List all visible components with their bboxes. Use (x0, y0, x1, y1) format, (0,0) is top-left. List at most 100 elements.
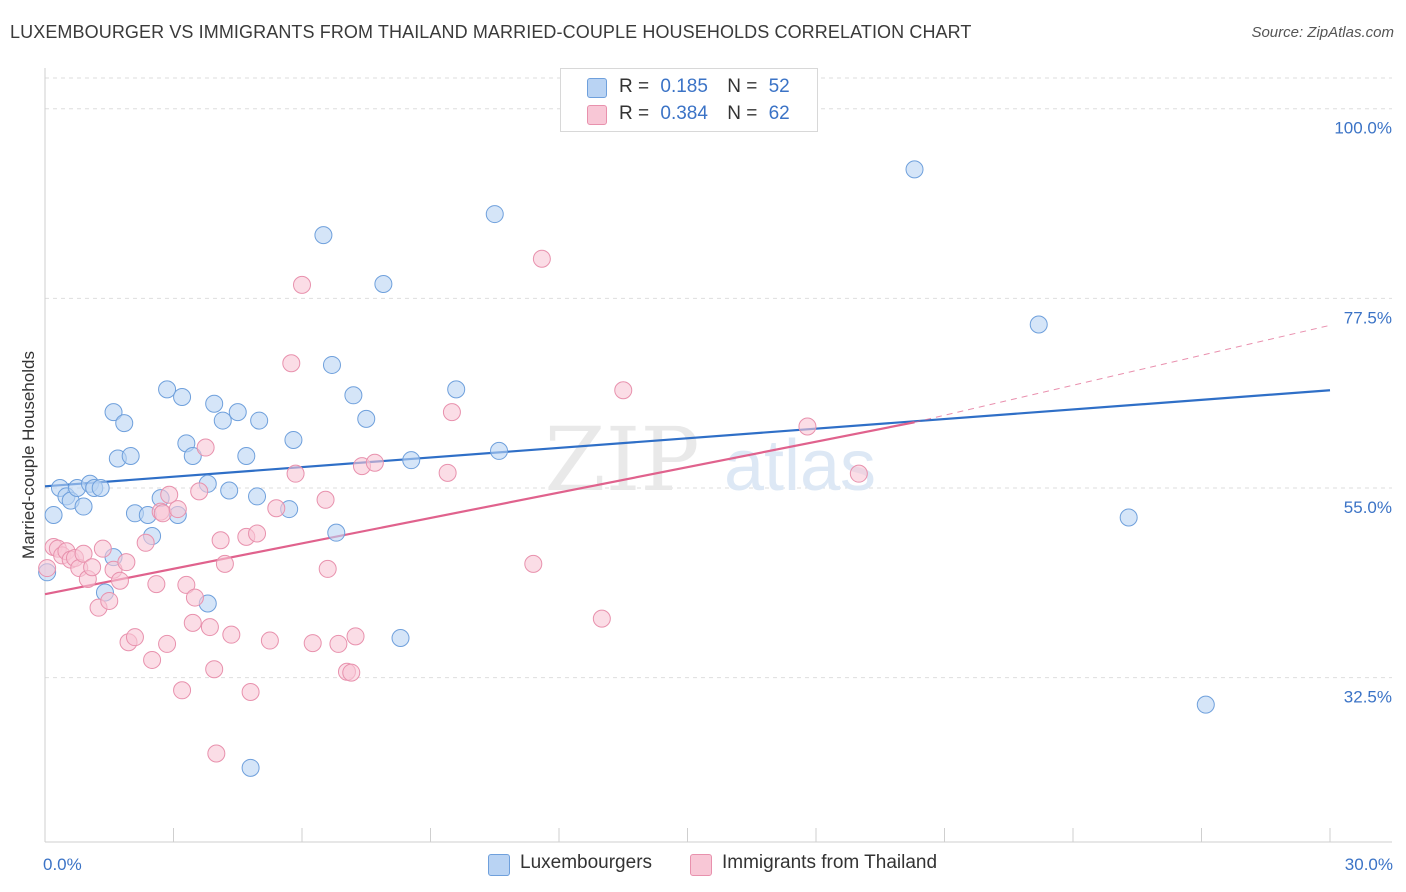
point-thailand (241, 682, 260, 701)
point-luxembourgers (284, 430, 303, 449)
point-luxembourgers (115, 414, 134, 433)
point-thailand (117, 553, 136, 572)
point-luxembourgers (158, 380, 177, 399)
point-luxembourgers (44, 505, 63, 524)
axes (44, 68, 1392, 843)
point-luxembourgers (374, 275, 393, 294)
point-thailand (614, 381, 633, 400)
point-luxembourgers (485, 205, 504, 224)
point-thailand (211, 531, 230, 550)
point-thailand (286, 464, 305, 483)
trend-line-thailand (44, 421, 915, 596)
point-thailand (200, 618, 219, 637)
grid-lines (45, 77, 1392, 679)
chart-title: LUXEMBOURGER VS IMMIGRANTS FROM THAILAND… (10, 22, 972, 42)
legend-n-value: 62 (768, 103, 790, 124)
legend-n-value: 52 (768, 76, 790, 97)
tick-labels: 32.5% 55.0% 77.5% 100.0% 0.0% 30.0% (43, 119, 1393, 874)
point-thailand (365, 453, 384, 472)
legend-r-value: 0.185 (660, 76, 708, 97)
point-luxembourgers (490, 441, 509, 460)
bottom-legend-swatch-pink (690, 854, 712, 876)
legend-r-value: 0.384 (660, 103, 708, 124)
point-thailand (173, 681, 192, 700)
point-luxembourgers (91, 479, 110, 497)
x-tick-label: 30.0% (1345, 855, 1393, 874)
point-luxembourgers (183, 446, 202, 465)
point-luxembourgers (391, 629, 410, 648)
point-luxembourgers (213, 411, 232, 430)
x-tick-label: 0.0% (43, 855, 82, 874)
point-thailand (293, 275, 311, 294)
trend-line-luxembourgers (44, 389, 1331, 488)
legend-n-label: N = (727, 103, 758, 124)
point-luxembourgers (74, 497, 93, 516)
point-luxembourgers (220, 481, 239, 500)
point-luxembourgers (905, 160, 924, 179)
y-tick-label: 77.5% (1344, 308, 1392, 327)
point-thailand (160, 485, 179, 504)
point-thailand (282, 354, 301, 373)
point-luxembourgers (1196, 695, 1215, 714)
y-tick-label: 55.0% (1344, 498, 1392, 517)
point-luxembourgers (104, 403, 123, 422)
point-luxembourgers (121, 446, 140, 465)
watermark-zip: ZIP (544, 408, 699, 511)
point-thailand (205, 660, 224, 679)
trend-lines (44, 324, 1331, 596)
point-thailand (438, 463, 457, 482)
point-luxembourgers (327, 523, 346, 542)
point-thailand (524, 554, 543, 573)
point-luxembourgers (314, 226, 333, 245)
watermark: ZIP atlas (544, 408, 876, 511)
point-luxembourgers (344, 386, 363, 405)
point-thailand (329, 634, 348, 653)
legend-n-label: N = (727, 76, 758, 97)
point-luxembourgers (248, 487, 267, 506)
point-luxembourgers (241, 758, 260, 777)
point-luxembourgers (357, 409, 376, 428)
source-label: Source: ZipAtlas.com (1251, 24, 1394, 41)
point-thailand (318, 559, 337, 578)
y-axis-label: Married-couple Households (19, 351, 38, 559)
point-thailand (93, 539, 112, 558)
point-luxembourgers (228, 403, 247, 422)
point-thailand (147, 575, 166, 594)
point-thailand (346, 627, 365, 646)
legend-swatch-blue (587, 78, 607, 98)
point-thailand (532, 249, 551, 268)
point-thailand (183, 613, 202, 632)
point-luxembourgers (402, 451, 421, 470)
point-luxembourgers (1029, 315, 1048, 334)
point-thailand (196, 438, 215, 457)
point-thailand (83, 558, 102, 577)
bottom-legend-label: Immigrants from Thailand (722, 852, 938, 873)
point-luxembourgers (205, 394, 224, 413)
legend-r-label: R = (619, 76, 650, 97)
point-thailand (190, 482, 209, 501)
point-thailand (260, 631, 279, 650)
series-thailand (38, 249, 868, 763)
legend-swatch-pink (587, 105, 607, 125)
point-thailand (136, 533, 155, 552)
point-luxembourgers (173, 387, 192, 406)
point-thailand (222, 625, 241, 644)
point-thailand (303, 634, 322, 653)
point-thailand (177, 575, 196, 594)
point-luxembourgers (447, 380, 466, 399)
point-luxembourgers (1119, 508, 1138, 527)
point-thailand (100, 591, 119, 610)
point-thailand (798, 417, 817, 436)
stats-legend: R = 0.185 N = 52 R = 0.384 N = 62 (560, 68, 818, 132)
y-tick-label: 100.0% (1334, 119, 1392, 138)
point-thailand (143, 650, 162, 669)
point-thailand (168, 500, 187, 519)
point-thailand (316, 490, 335, 509)
series-luxembourgers (38, 160, 1215, 777)
y-tick-label: 32.5% (1344, 688, 1392, 707)
point-luxembourgers (237, 446, 256, 465)
point-luxembourgers (322, 355, 341, 374)
watermark-atlas: atlas (724, 426, 876, 506)
point-thailand (38, 559, 57, 578)
